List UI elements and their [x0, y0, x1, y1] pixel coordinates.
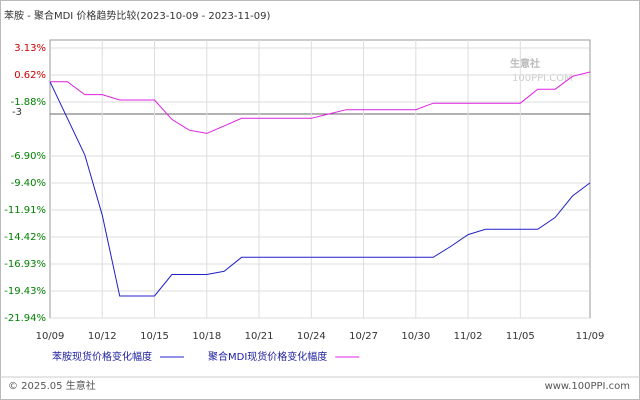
- x-tick-label: 10/21: [245, 331, 274, 342]
- y-tick-label: -9.40%: [11, 178, 46, 189]
- x-tick-label: 10/09: [36, 331, 65, 342]
- series-line: [50, 71, 591, 134]
- legend-label: 聚合MDI现货价格变化幅度: [208, 350, 327, 363]
- legend-label: 苯胺现货价格变化幅度: [52, 350, 152, 363]
- footer-left: © 2025.05 生意社: [8, 379, 96, 392]
- x-tick-label: 10/30: [401, 331, 430, 342]
- y-tick-label: 3.13%: [14, 43, 46, 54]
- x-tick-label: 11/02: [454, 331, 483, 342]
- watermark: 生意社: [510, 57, 540, 70]
- y-tick-label: -14.42%: [4, 232, 46, 243]
- x-tick-label: 10/15: [140, 331, 169, 342]
- y-tick-label: -6.90%: [11, 151, 46, 162]
- y-tick-label: -21.94%: [4, 313, 46, 324]
- series-line: [49, 81, 591, 297]
- x-tick-label: 10/27: [349, 331, 378, 342]
- y-tick-label: -1.88%: [11, 97, 46, 108]
- x-tick-label: 11/09: [576, 331, 605, 342]
- x-tick-label: 10/24: [297, 331, 326, 342]
- y-tick-label: -19.43%: [4, 286, 46, 297]
- y-tick-label: -11.91%: [4, 205, 46, 216]
- x-tick-label: 10/18: [192, 331, 221, 342]
- y-tick-label: 0.62%: [14, 70, 46, 81]
- reference-label: -3: [12, 107, 22, 118]
- watermark: 100PPI.COM: [512, 73, 573, 84]
- y-tick-label: -16.93%: [4, 259, 46, 270]
- x-tick-label: 10/12: [88, 331, 117, 342]
- chart-title: 苯胺 - 聚合MDI 价格趋势比较(2023-10-09 - 2023-11-0…: [4, 9, 271, 22]
- x-tick-label: 11/05: [506, 331, 535, 342]
- footer-right: www.100PPI.com: [545, 381, 630, 392]
